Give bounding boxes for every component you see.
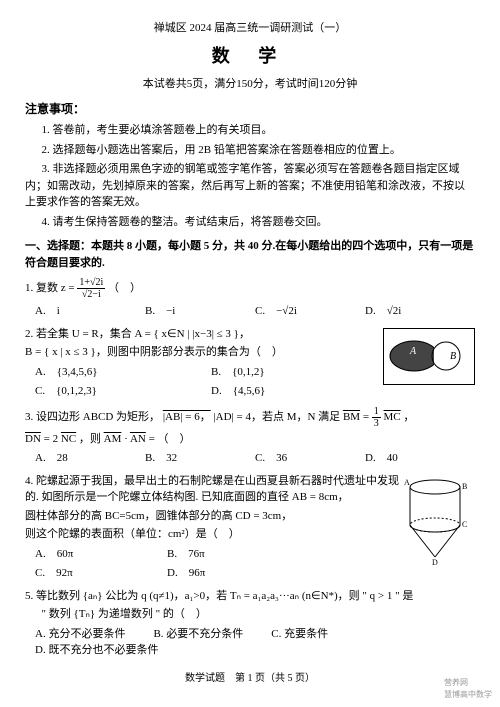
watermark: 营养网 慧博高中数学	[444, 677, 492, 701]
notice-item: 4. 请考生保持答题卷的整洁。考试结束后，将答题卷交回。	[25, 214, 475, 231]
q5-option-a: A. 充分不必要条件	[35, 626, 125, 643]
q5-option-b: B. 必要不充分条件	[153, 626, 243, 643]
q5-option-d: D. 既不充分也不必要条件	[35, 642, 158, 659]
svg-text:D: D	[432, 558, 438, 565]
q3-an: AN	[130, 433, 146, 445]
notice-item: 2. 选择题每小题选出答案后，用 2B 铅笔把答案涂在答题卷相应的位置上。	[25, 142, 475, 159]
exam-info: 本试卷共5页，满分150分，考试时间120分钟	[25, 76, 475, 93]
q4-option-c: C. 92π	[35, 565, 167, 582]
question-5: 5. 等比数列 {aₙ} 公比为 q (q≠1)，a₁>0，若 Tₙ = a₁a…	[25, 588, 475, 659]
question-4: A B C D 4. 陀螺起源于我国，最早出土的石制陀螺是在山西夏县新石器时代遗…	[25, 473, 475, 582]
section-title: 一、选择题：本题共 8 小题，每小题 5 分，共 40 分.在每小题给出的四个选…	[25, 238, 475, 271]
q1-option-d: D. √2i	[365, 303, 475, 320]
q5-option-c: C. 充要条件	[271, 626, 351, 643]
venn-diagram: A B	[383, 328, 475, 385]
q3-mc: MC	[384, 411, 401, 423]
page-footer: 数学试题 第 1 页（共 5 页）	[25, 671, 475, 686]
q3-frac: 1 3	[372, 406, 381, 429]
q1-option-c: C. −√2i	[255, 303, 365, 320]
svg-text:C: C	[462, 520, 467, 529]
q3-ad-text: |AD| = 4，若点 M，N 满足	[213, 411, 340, 423]
q3-option-c: C. 36	[255, 450, 365, 467]
q3-option-d: D. 40	[365, 450, 475, 467]
question-2: A B 2. 若全集 U = R，集合 A = { x∈N | |x−3| ≤ …	[25, 326, 475, 400]
q1-option-b: B. −i	[145, 303, 255, 320]
q4-option-d: D. 96π	[167, 565, 299, 582]
q5-line2: " 数列 {Tₙ} 为递增数列 " 的（ ）	[25, 606, 475, 623]
svg-text:A: A	[409, 346, 417, 357]
q3-option-a: A. 28	[35, 450, 145, 467]
q5-line1: 5. 等比数列 {aₙ} 公比为 q (q≠1)，a₁>0，若 Tₙ = a₁a…	[25, 588, 475, 605]
q3-bm: BM	[343, 411, 360, 423]
q3-dn: DN	[25, 433, 41, 445]
q2-option-b: B. {0,1,2}	[211, 364, 387, 381]
notice-item: 1. 答卷前，考生要必填涂答题卷上的有关项目。	[25, 122, 475, 139]
question-3: 3. 设四边形 ABCD 为矩形， |AB| = 6， |AD| = 4，若点 …	[25, 406, 475, 467]
q4-option-a: A. 60π	[35, 546, 167, 563]
q3-option-b: B. 32	[145, 450, 255, 467]
notice-item: 3. 非选择题必须用黑色字迹的钢笔或签字笔作答，答案必须写在答题卷各题目指定区域…	[25, 161, 475, 211]
district-line: 禅城区 2024 届高三统一调研测试（一）	[25, 20, 475, 37]
q1-blank: （ ）	[108, 282, 141, 294]
subject-title: 数 学	[25, 43, 475, 70]
svg-text:B: B	[462, 482, 467, 491]
q2-option-a: A. {3,4,5,6}	[35, 364, 211, 381]
notice-title: 注意事项：	[25, 100, 475, 118]
q1-eq: z =	[61, 282, 75, 294]
q2-option-c: C. {0,1,2,3}	[35, 383, 211, 400]
svg-text:B: B	[450, 351, 456, 362]
question-1: 1. 复数 z = 1+√2i √2−i （ ） A. i B. −i C. −…	[25, 277, 475, 320]
q1-option-a: A. i	[35, 303, 145, 320]
q3-line1: 3. 设四边形 ABCD 为矩形，	[25, 411, 160, 423]
q4-option-b: B. 76π	[167, 546, 299, 563]
q1-fraction: 1+√2i √2−i	[77, 277, 105, 300]
spinning-top-figure: A B C D	[400, 475, 470, 565]
q2-option-d: D. {4,5,6}	[211, 383, 387, 400]
q3-am: AM	[104, 433, 122, 445]
svg-text:A: A	[404, 478, 410, 487]
q1-text: 1. 复数	[25, 282, 58, 294]
q3-ab: |AB| = 6，	[163, 411, 211, 423]
